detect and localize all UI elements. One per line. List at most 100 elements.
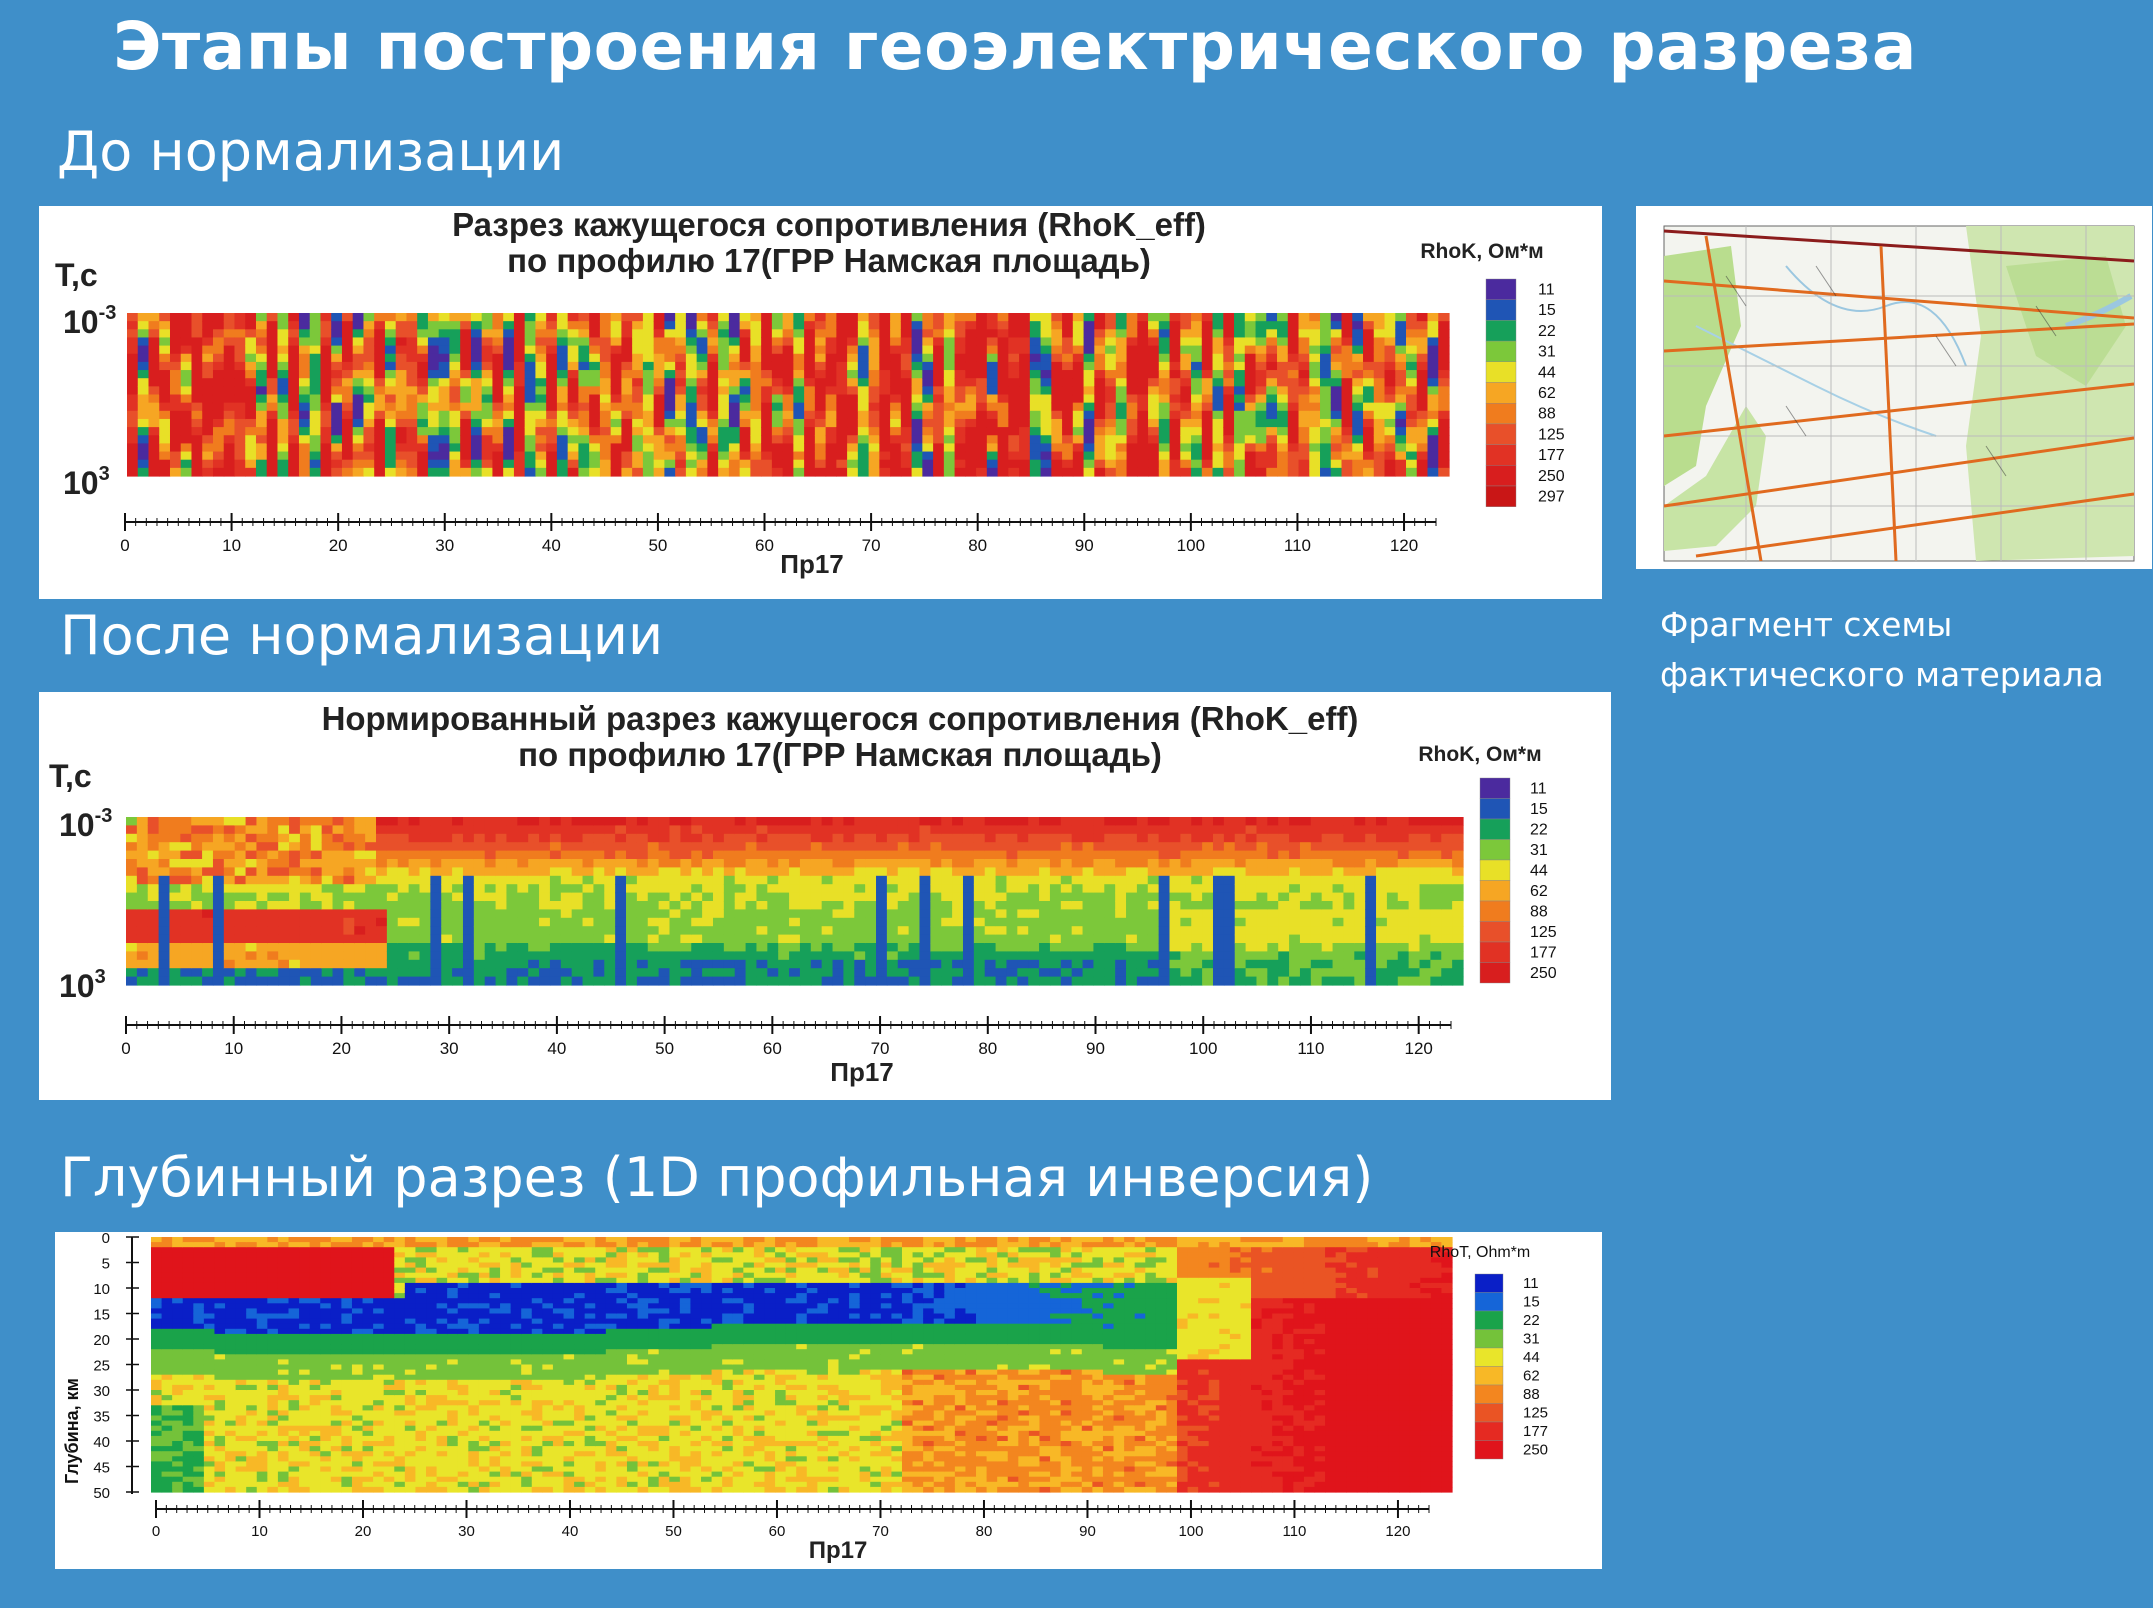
heatmap-cell (789, 875, 801, 885)
heatmap-cell (739, 329, 751, 339)
heatmap-cell (771, 361, 784, 371)
heatmap-cell (799, 867, 812, 877)
heatmap-cell (299, 951, 312, 961)
heatmap-cell (571, 951, 584, 961)
heatmap-cell (1105, 410, 1117, 420)
heatmap-cell (1376, 959, 1388, 969)
heatmap-cell (1158, 321, 1171, 330)
x-tick-label: 70 (862, 536, 881, 555)
heatmap-cell (256, 934, 268, 944)
heatmap-cell (1245, 909, 1258, 919)
heatmap-cell (460, 313, 472, 322)
heatmap-cell (524, 394, 537, 404)
heatmap-cell (930, 901, 942, 910)
heatmap-cell (664, 418, 676, 428)
heatmap-cell (417, 402, 429, 412)
heatmap-cell (1006, 884, 1018, 894)
heatmap-cell (212, 833, 225, 843)
heatmap-cell (1137, 370, 1149, 379)
heatmap-cell (897, 968, 910, 978)
heatmap-cell (799, 825, 812, 835)
heatmap-cell (374, 386, 386, 396)
heatmap-cell (384, 345, 397, 355)
heatmap-cell (604, 850, 616, 860)
heatmap-cell (202, 934, 214, 944)
heatmap-cell (1438, 313, 1450, 322)
heatmap-cell (1223, 427, 1235, 436)
heatmap-cell (212, 402, 225, 412)
heatmap-cell (1320, 467, 1332, 477)
heatmap-cell (1309, 345, 1321, 355)
heatmap-cell (771, 467, 784, 477)
heatmap-cell (1191, 418, 1203, 428)
heatmap-cell (582, 850, 595, 860)
heatmap-cell (767, 926, 779, 936)
heatmap-cell (1266, 345, 1278, 355)
heatmap-cell (1384, 418, 1396, 428)
heatmap-cell (952, 833, 964, 843)
heatmap-cell (1104, 892, 1116, 902)
heatmap-cell (1395, 337, 1407, 347)
heatmap-cell (234, 427, 246, 436)
heatmap-cell (1341, 329, 1353, 339)
heatmap-cell (728, 443, 741, 453)
heatmap-cell (984, 968, 997, 978)
heatmap-cell (191, 410, 203, 420)
heatmap-cell (158, 959, 171, 969)
heatmap-cell (386, 901, 399, 910)
heatmap-cell (223, 451, 236, 461)
heatmap-cell (365, 951, 377, 961)
heatmap-cell (965, 467, 977, 477)
heatmap-cell (728, 451, 741, 461)
heatmap-cell (430, 859, 442, 868)
heatmap-cell (1093, 817, 1105, 826)
heatmap-cell (1180, 370, 1192, 379)
heatmap-cell (1051, 410, 1063, 420)
heatmap-cell (395, 394, 408, 404)
heatmap-cell (180, 402, 193, 412)
heatmap-cell (320, 370, 332, 379)
heatmap-cell (1310, 951, 1323, 961)
heatmap-cell (675, 370, 687, 379)
heatmap-cell (169, 321, 182, 330)
heatmap-cell (1212, 337, 1224, 347)
heatmap-cell (1416, 410, 1429, 420)
heatmap-cell (911, 427, 923, 436)
heatmap-cell (793, 443, 805, 453)
heatmap-cell (1332, 901, 1345, 910)
heatmap-cell (1017, 817, 1029, 826)
heatmap-cell (495, 892, 508, 902)
heatmap-cell (158, 926, 171, 936)
heatmap-cell (503, 353, 515, 363)
heatmap-cell (1223, 976, 1236, 986)
heatmap-cell (363, 353, 375, 363)
heatmap-cell (636, 850, 649, 860)
heatmap-cell (739, 443, 751, 453)
heatmap-cell (1212, 427, 1224, 436)
heatmap-cell (1083, 378, 1095, 387)
heatmap-cell (1343, 850, 1355, 860)
heatmap-cell (658, 959, 671, 969)
heatmap-cell (309, 345, 322, 355)
heatmap-cell (1223, 917, 1236, 927)
heatmap-cell (539, 934, 551, 944)
heatmap-cell (723, 917, 736, 927)
heatmap-cell (973, 817, 986, 826)
heatmap-cell (1126, 443, 1138, 453)
heatmap-cell (1256, 976, 1268, 986)
heatmap-cell (1062, 410, 1074, 420)
heatmap-cell (723, 867, 736, 877)
heatmap-cell (484, 859, 497, 868)
heatmap-cell (578, 459, 590, 469)
heatmap-cell (1051, 459, 1063, 469)
heatmap-cell (567, 451, 580, 461)
heatmap-cell (728, 345, 741, 355)
heatmap-cell (1376, 934, 1388, 944)
heatmap-cell (223, 378, 236, 387)
heatmap-cell (750, 370, 762, 379)
heatmap-cell (277, 402, 289, 412)
heatmap-cell (376, 859, 388, 868)
heatmap-cell (169, 951, 181, 961)
heatmap-cell (836, 361, 848, 371)
heatmap-cell (148, 345, 160, 355)
